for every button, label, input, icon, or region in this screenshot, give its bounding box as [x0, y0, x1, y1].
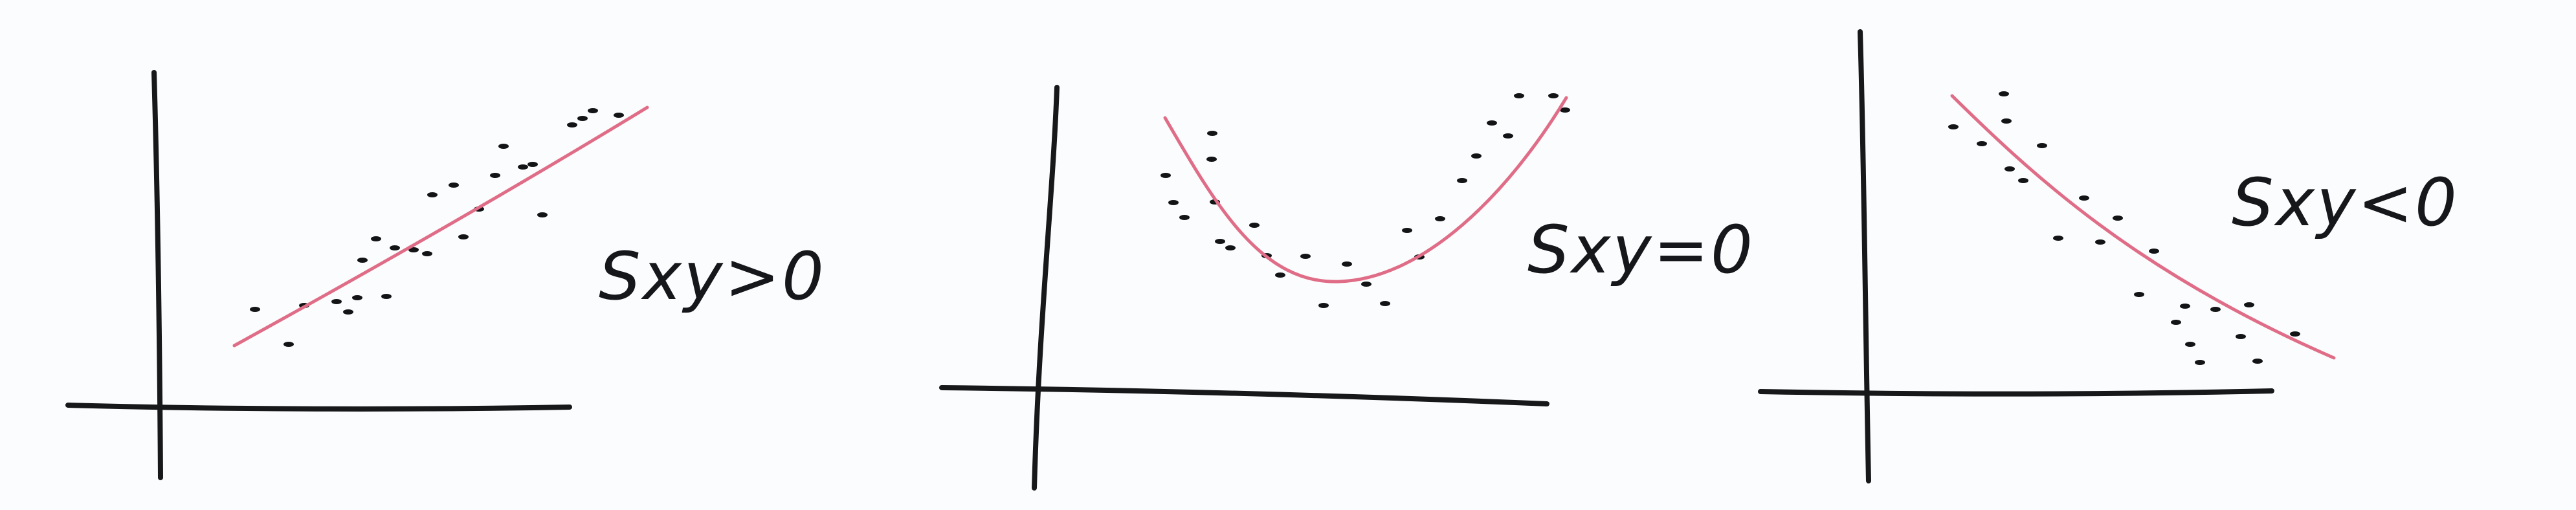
data-point [1249, 223, 1260, 228]
data-point [2244, 302, 2254, 307]
data-point [2113, 216, 2123, 221]
x-axis [65, 403, 572, 412]
data-point [2001, 118, 2012, 124]
data-point [2185, 342, 2195, 347]
data-point [1300, 254, 1311, 259]
data-point [2004, 166, 2015, 172]
data-point [1999, 91, 2009, 96]
data-point [1215, 239, 1225, 244]
data-point [1206, 157, 1217, 162]
data-point [567, 122, 577, 128]
y-axis [1858, 29, 1871, 483]
data-point [2053, 236, 2063, 241]
data-point [2171, 320, 2181, 325]
data-point [390, 245, 400, 250]
data-point [2095, 239, 2105, 245]
data-points [250, 108, 624, 347]
data-point [1380, 301, 1390, 306]
plot-label: Sxy=0 [1527, 212, 1755, 289]
plot-label: Sxy<0 [2232, 164, 2459, 241]
data-point [2210, 307, 2221, 312]
data-point [1160, 173, 1171, 178]
plot-positive-covariance: Sxy>0 [65, 70, 826, 480]
data-point [2079, 195, 2089, 201]
data-point [2290, 331, 2300, 337]
data-point [1207, 131, 1217, 136]
data-point [283, 342, 294, 347]
data-point [2252, 359, 2263, 364]
data-point [422, 251, 432, 256]
trend-line [232, 105, 649, 348]
plot-label: Sxy>0 [599, 238, 826, 315]
data-point [357, 258, 368, 263]
data-point [1318, 303, 1329, 308]
data-point [343, 309, 353, 315]
data-point [458, 234, 469, 239]
data-point [1977, 141, 1987, 146]
data-point [2037, 143, 2047, 148]
data-point [2134, 292, 2144, 297]
data-point [1457, 178, 1467, 183]
x-axis [939, 385, 1549, 406]
trend-line [1950, 94, 2336, 360]
y-axis [1032, 85, 1060, 491]
data-point [1503, 133, 1513, 139]
data-point [1514, 93, 1524, 98]
data-point [1487, 120, 1497, 126]
plot-negative-covariance: Sxy<0 [1758, 29, 2459, 483]
data-point [527, 162, 538, 167]
data-point [490, 173, 500, 178]
data-point [2149, 249, 2159, 254]
data-point [1342, 261, 1352, 267]
data-point [1560, 107, 1570, 113]
data-point [2236, 334, 2246, 339]
data-point [1471, 153, 1482, 159]
plot-zero-covariance: Sxy=0 [939, 85, 1755, 491]
data-point [371, 236, 381, 241]
trend-curve [1163, 96, 1568, 283]
data-point [2195, 360, 2205, 365]
data-point [1275, 272, 1285, 278]
data-point [1168, 200, 1179, 205]
data-point [1435, 216, 1445, 221]
data-point [250, 307, 260, 312]
data-point [427, 192, 438, 197]
x-axis [1758, 388, 2274, 397]
data-point [2018, 178, 2028, 183]
data-point [518, 164, 528, 170]
data-point [352, 295, 362, 300]
data-point [2180, 304, 2190, 309]
data-point [449, 183, 459, 188]
data-point [1548, 93, 1559, 98]
data-point [1402, 228, 1412, 233]
data-point [577, 116, 588, 121]
data-point [498, 144, 509, 149]
data-point [537, 212, 548, 217]
y-axis [151, 70, 163, 480]
data-point [408, 247, 419, 252]
data-point [1361, 282, 1371, 287]
data-point [1179, 215, 1190, 220]
data-point [1225, 245, 1236, 250]
data-point [381, 294, 392, 299]
data-point [614, 113, 624, 118]
data-point [331, 299, 342, 304]
data-point [1948, 124, 1959, 129]
data-points [1948, 91, 2300, 365]
data-point [588, 108, 598, 113]
data-points [1160, 93, 1570, 308]
